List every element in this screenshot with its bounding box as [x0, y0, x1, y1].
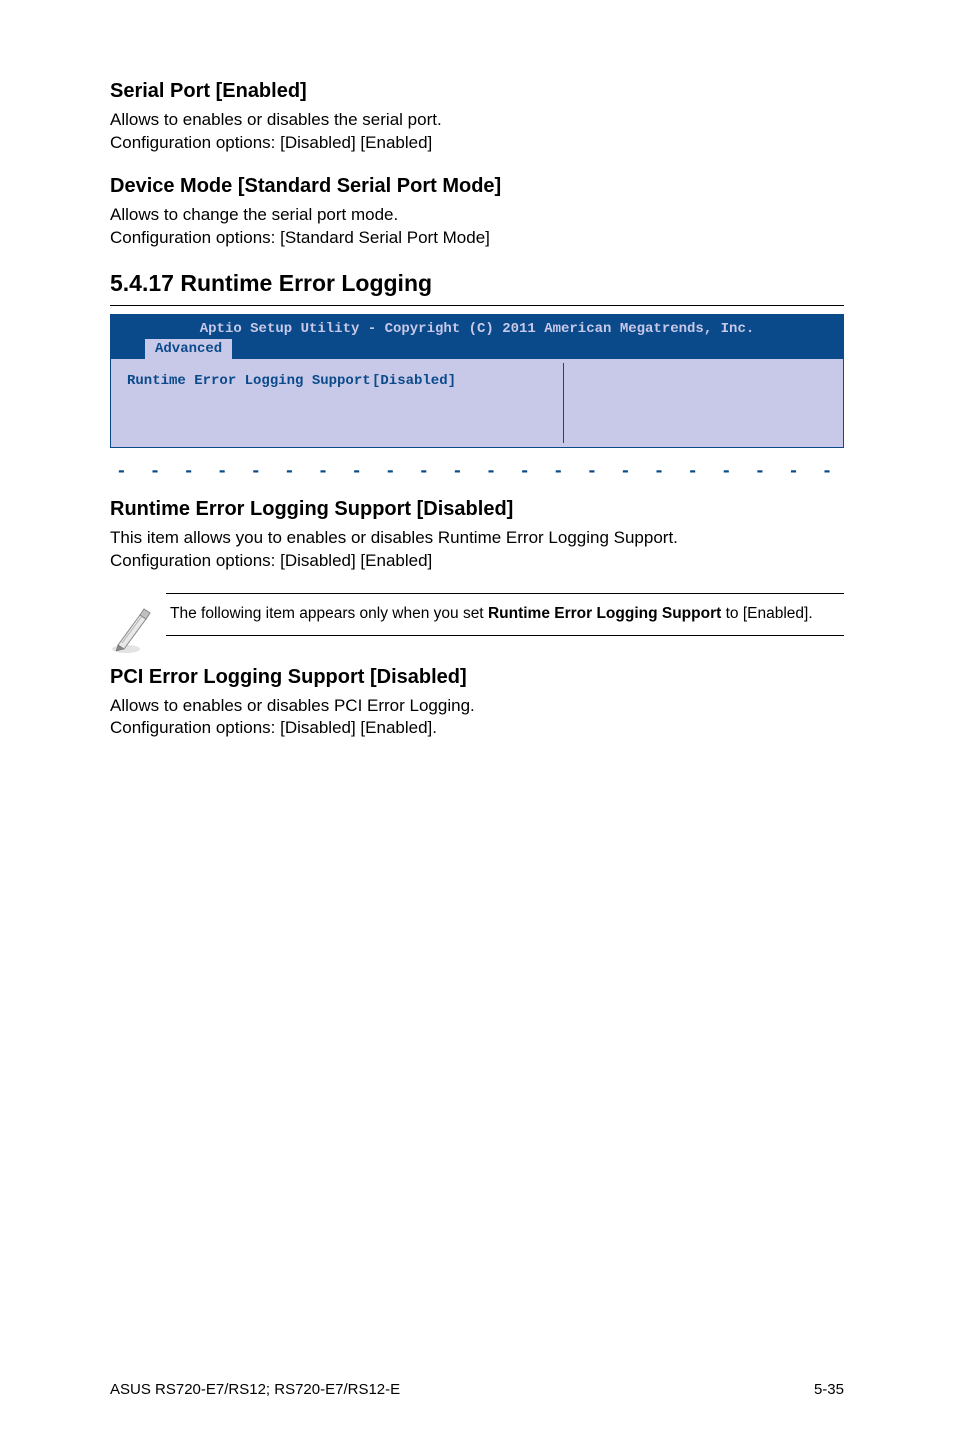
bios-title: Aptio Setup Utility - Copyright (C) 2011…: [125, 319, 829, 339]
pen-icon: [110, 603, 154, 655]
text-line: Allows to change the serial port mode.: [110, 205, 398, 224]
footer-left: ASUS RS720-E7/RS12; RS720-E7/RS12-E: [110, 1381, 400, 1398]
heading-underline: [110, 305, 844, 306]
bios-right-panel: [564, 359, 843, 447]
bios-setting-value: [Disabled]: [372, 373, 547, 389]
page-content: Serial Port [Enabled] Allows to enables …: [110, 80, 844, 1351]
text-line: Allows to enables or disables PCI Error …: [110, 696, 475, 715]
note-wrapper: The following item appears only when you…: [110, 593, 844, 636]
section-serial-port: Serial Port [Enabled] Allows to enables …: [110, 80, 844, 155]
bios-setting-label: Runtime Error Logging Support: [127, 373, 372, 389]
section-runtime-support: Runtime Error Logging Support [Disabled]…: [110, 498, 844, 573]
text-line: Configuration options: [Disabled] [Enabl…: [110, 718, 437, 737]
bios-header: Aptio Setup Utility - Copyright (C) 2011…: [111, 315, 843, 359]
footer-right: 5-35: [814, 1381, 844, 1398]
note-part1: The following item appears only when you…: [170, 605, 488, 622]
text-line: Configuration options: [Disabled] [Enabl…: [110, 133, 432, 152]
heading-device-mode: Device Mode [Standard Serial Port Mode]: [110, 175, 844, 198]
heading-pci-error: PCI Error Logging Support [Disabled]: [110, 666, 844, 689]
body-pci-error: Allows to enables or disables PCI Error …: [110, 695, 844, 741]
note-text: The following item appears only when you…: [170, 604, 813, 625]
bios-torn-edge: - - - - - - - - - - - - - - - - - - - - …: [110, 462, 844, 482]
bios-left-panel: Runtime Error Logging Support [Disabled]: [111, 363, 564, 443]
section-pci-error: PCI Error Logging Support [Disabled] All…: [110, 666, 844, 741]
bios-tab-advanced: Advanced: [145, 339, 232, 359]
heading-runtime-error-logging: 5.4.17 Runtime Error Logging: [110, 270, 844, 297]
text-line: Allows to enables or disables the serial…: [110, 110, 442, 129]
text-line: Configuration options: [Standard Serial …: [110, 228, 490, 247]
note-bold: Runtime Error Logging Support: [488, 605, 721, 622]
body-device-mode: Allows to change the serial port mode. C…: [110, 204, 844, 250]
text-line: Configuration options: [Disabled] [Enabl…: [110, 551, 432, 570]
note-part2: to [Enabled].: [721, 605, 812, 622]
bios-screenshot: Aptio Setup Utility - Copyright (C) 2011…: [110, 314, 844, 448]
body-runtime-support: This item allows you to enables or disab…: [110, 527, 844, 573]
page-footer: ASUS RS720-E7/RS12; RS720-E7/RS12-E 5-35: [110, 1351, 844, 1398]
heading-runtime-support: Runtime Error Logging Support [Disabled]: [110, 498, 844, 521]
note-box: The following item appears only when you…: [166, 593, 844, 636]
text-line: This item allows you to enables or disab…: [110, 528, 678, 547]
section-device-mode: Device Mode [Standard Serial Port Mode] …: [110, 175, 844, 250]
bios-setting-row: Runtime Error Logging Support [Disabled]: [127, 373, 547, 389]
heading-serial-port: Serial Port [Enabled]: [110, 80, 844, 103]
body-serial-port: Allows to enables or disables the serial…: [110, 109, 844, 155]
bios-body: Runtime Error Logging Support [Disabled]: [111, 359, 843, 447]
